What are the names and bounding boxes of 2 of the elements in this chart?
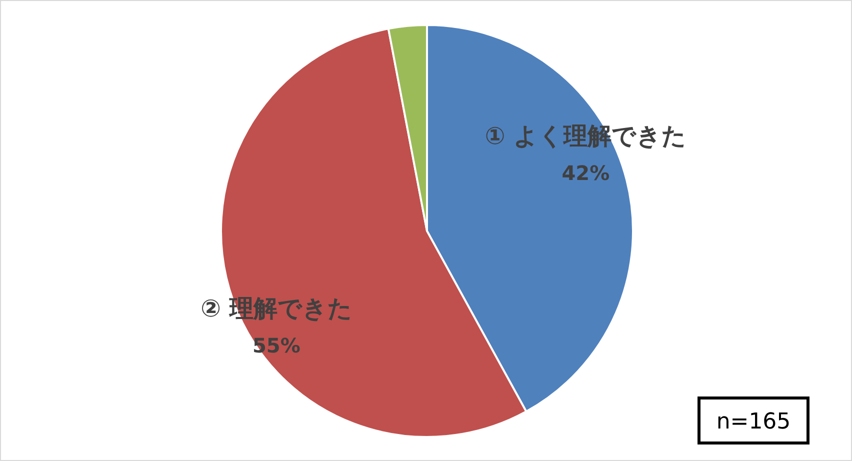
text: n=165 (716, 410, 791, 434)
data-label: 42% (562, 161, 610, 186)
